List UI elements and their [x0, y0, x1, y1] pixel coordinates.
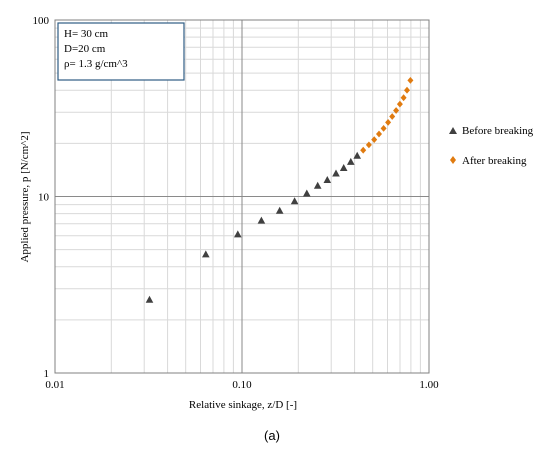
after-breaking-point	[380, 125, 387, 132]
legend-triangle-marker	[449, 127, 457, 134]
after-breaking-point	[389, 113, 396, 120]
legend-label-before: Before breaking	[462, 125, 534, 137]
legend-diamond-marker	[450, 156, 456, 164]
legend-item-after: After breaking	[450, 155, 527, 167]
before-breaking-point	[313, 181, 322, 189]
after-breaking-point	[393, 107, 400, 114]
after-breaking-point	[396, 100, 403, 108]
y-tick-label: 100	[33, 15, 50, 27]
x-tick-label: 1.00	[419, 379, 439, 391]
before-breaking-point	[323, 176, 332, 183]
x-tick-label: 0.01	[45, 379, 64, 391]
annotation-line-1: H= 30 cm	[64, 28, 109, 40]
x-tick-label: 0.10	[232, 379, 252, 391]
after-breaking-point	[365, 141, 372, 149]
before-breaking-point	[234, 230, 242, 238]
after-breaking-point	[400, 94, 407, 102]
annotation-line-2: D=20 cm	[64, 43, 106, 55]
before-breaking-point	[339, 164, 348, 171]
before-breaking-point	[303, 189, 311, 197]
before-breaking-point	[202, 250, 210, 258]
x-tick-labels: 0.01 0.10 1.00	[45, 379, 439, 391]
figure-caption: (a)	[264, 428, 280, 443]
y-axis-label: Applied pressure, p [N/cm^2]	[19, 131, 31, 262]
before-breaking-point	[145, 295, 154, 303]
legend-label-after: After breaking	[462, 155, 527, 167]
after-breaking-point	[407, 77, 414, 84]
before-breaking-point	[257, 216, 266, 224]
after-breaking-point	[385, 119, 392, 126]
y-tick-label: 10	[38, 192, 50, 204]
annotation-line-3: ρ= 1.3 g/cm^3	[64, 58, 128, 70]
x-axis-label: Relative sinkage, z/D [-]	[189, 399, 297, 411]
after-breaking-point	[404, 86, 410, 94]
before-breaking-point	[290, 197, 299, 205]
legend: Before breaking After breaking	[449, 125, 534, 167]
legend-item-before: Before breaking	[449, 125, 534, 137]
data-points	[145, 77, 414, 303]
after-breaking-point	[371, 136, 378, 143]
y-tick-label: 1	[44, 368, 50, 380]
before-breaking-point	[353, 151, 361, 159]
after-breaking-point	[360, 146, 367, 154]
plot-frame	[54, 19, 430, 374]
before-breaking-point	[347, 157, 355, 165]
before-breaking-point	[332, 169, 340, 177]
y-tick-labels: 1 10 100	[33, 15, 50, 380]
before-breaking-point	[275, 206, 284, 214]
annotation-box: H= 30 cm D=20 cm ρ= 1.3 g/cm^3	[57, 22, 185, 81]
after-breaking-point	[376, 130, 382, 138]
